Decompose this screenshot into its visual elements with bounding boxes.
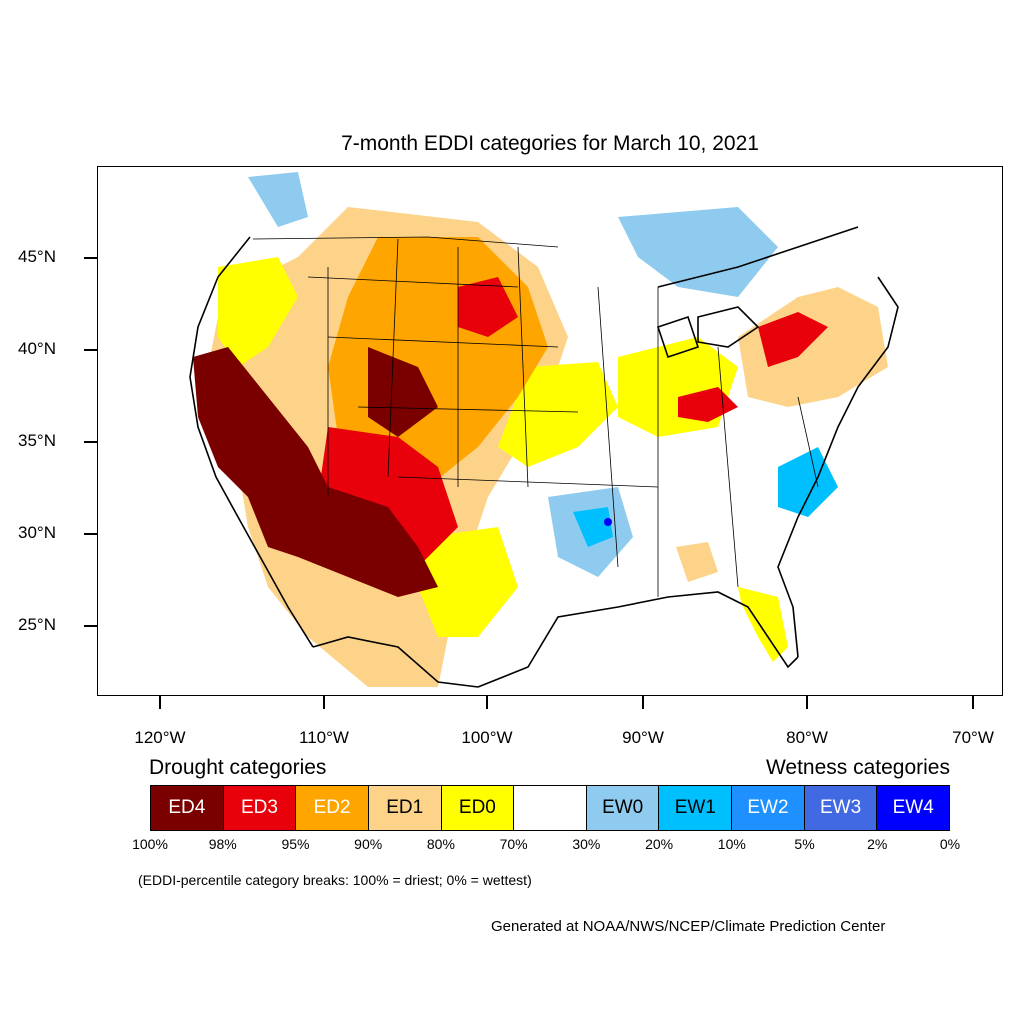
percent-break-label: 80% (411, 836, 471, 852)
lat-tick (84, 533, 97, 535)
percent-break-label: 95% (265, 836, 325, 852)
percent-break-label: 100% (120, 836, 180, 852)
credit-text: Generated at NOAA/NWS/NCEP/Climate Predi… (491, 918, 885, 935)
legend-swatch-ed2: ED2 (296, 786, 369, 830)
legend-swatch-ed3: ED3 (224, 786, 297, 830)
lon-tick (972, 696, 974, 709)
lon-label-80: 80°W (762, 728, 852, 748)
legend-swatch-ew2: EW2 (732, 786, 805, 830)
percent-break-label: 10% (702, 836, 762, 852)
lon-label-110: 110°W (279, 728, 369, 748)
percent-break-label: 30% (556, 836, 616, 852)
map-area (97, 166, 1003, 696)
lat-tick (84, 441, 97, 443)
region-ew0-northwest (248, 172, 308, 227)
lat-tick (84, 257, 97, 259)
legend-swatch-normal (514, 786, 587, 830)
lat-label-40: 40°N (18, 339, 68, 359)
category-note: (EDDI-percentile category breaks: 100% =… (138, 872, 532, 888)
lon-label-120: 120°W (115, 728, 205, 748)
wetness-legend-title: Wetness categories (766, 756, 950, 780)
percent-break-label: 98% (193, 836, 253, 852)
category-colorbar: ED4 ED3 ED2 ED1 ED0 EW0 EW1 EW2 EW3 EW4 (150, 785, 950, 831)
lat-label-45: 45°N (18, 247, 68, 267)
percent-break-label: 5% (775, 836, 835, 852)
percent-break-label: 20% (629, 836, 689, 852)
percent-break-label: 90% (338, 836, 398, 852)
drought-legend-title: Drought categories (149, 756, 326, 780)
percent-break-label: 2% (847, 836, 907, 852)
region-ew4-spot (604, 518, 612, 526)
map-title: 7-month EDDI categories for March 10, 20… (0, 132, 1024, 156)
lat-label-30: 30°N (18, 523, 68, 543)
legend-swatch-ew0: EW0 (587, 786, 660, 830)
percent-break-label: 70% (484, 836, 544, 852)
legend-swatch-ed1: ED1 (369, 786, 442, 830)
legend-swatch-ew3: EW3 (805, 786, 878, 830)
eddi-map (98, 167, 1003, 696)
lon-label-70: 70°W (928, 728, 1018, 748)
lon-tick (323, 696, 325, 709)
percent-break-label: 0% (920, 836, 980, 852)
lon-tick (806, 696, 808, 709)
lon-label-100: 100°W (442, 728, 532, 748)
legend-swatch-ew4: EW4 (877, 786, 949, 830)
lon-label-90: 90°W (598, 728, 688, 748)
lon-tick (486, 696, 488, 709)
legend-swatch-ew1: EW1 (659, 786, 732, 830)
legend-swatch-ed4: ED4 (151, 786, 224, 830)
lon-tick (159, 696, 161, 709)
lon-tick (642, 696, 644, 709)
lat-tick (84, 349, 97, 351)
lat-tick (84, 625, 97, 627)
lat-label-35: 35°N (18, 431, 68, 451)
legend-swatch-ed0: ED0 (442, 786, 515, 830)
lat-label-25: 25°N (18, 615, 68, 635)
